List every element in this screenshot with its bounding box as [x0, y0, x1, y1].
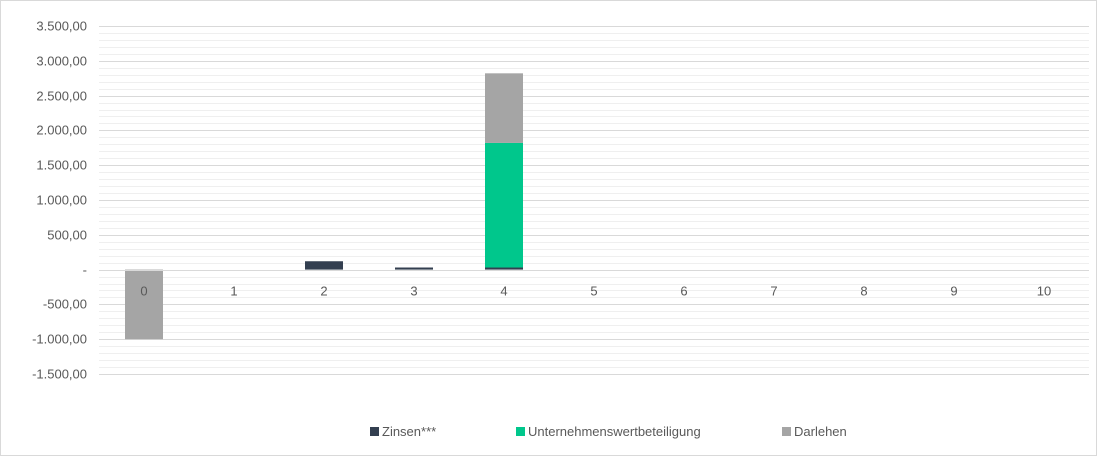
y-axis-ticks: 3.500,00 3.000,00 2.500,00 2.000,00 1.500,00…	[32, 19, 87, 382]
legend-item: Zinsen***	[370, 424, 436, 439]
legend-swatch	[370, 427, 379, 436]
x-category-label: 0	[140, 284, 147, 299]
x-category-label: 6	[680, 284, 687, 299]
bar-zinsen-4	[485, 267, 523, 270]
legend: Zinsen*** Unternehmenswertbeteiligung Darl…	[370, 424, 847, 439]
bars	[125, 73, 523, 340]
x-category-label: 3	[410, 284, 417, 299]
x-category-label: 2	[320, 284, 327, 299]
grid-lines	[99, 26, 1089, 375]
y-tick-label: 3.500,00	[36, 19, 87, 34]
legend-label: Zinsen***	[382, 424, 436, 439]
x-category-label: 9	[950, 284, 957, 299]
bar-zinsen-3	[395, 267, 433, 270]
y-tick-label: -1.000,00	[32, 332, 87, 347]
x-category-label: 8	[860, 284, 867, 299]
bar-darlehen-4	[485, 73, 523, 143]
x-category-label: 4	[500, 284, 507, 299]
legend-label: Darlehen	[794, 424, 847, 439]
legend-item: Unternehmenswertbeteiligung	[516, 424, 701, 439]
legend-label: Unternehmenswertbeteiligung	[528, 424, 701, 439]
y-tick-label: -	[83, 263, 87, 278]
bar-darlehen-0	[125, 269, 163, 340]
bar-zinsen-2	[305, 261, 343, 270]
y-tick-label: 500,00	[47, 228, 87, 243]
x-category-label: 1	[230, 284, 237, 299]
y-tick-label: 1.500,00	[36, 158, 87, 173]
legend-item: Darlehen	[782, 424, 847, 439]
x-axis-categories: 0 1 2 3 4 5 6 7 8 9 10	[140, 284, 1051, 299]
x-category-label: 7	[770, 284, 777, 299]
y-tick-label: 2.000,00	[36, 123, 87, 138]
legend-swatch	[782, 427, 791, 436]
bar-unternehmenswertbeteiligung-4	[485, 142, 523, 268]
x-category-label: 10	[1037, 284, 1051, 299]
x-category-label: 5	[590, 284, 597, 299]
y-tick-label: 1.000,00	[36, 193, 87, 208]
y-tick-label: -500,00	[43, 297, 87, 312]
y-tick-label: -1.500,00	[32, 367, 87, 382]
legend-swatch	[516, 427, 525, 436]
y-tick-label: 2.500,00	[36, 89, 87, 104]
y-tick-label: 3.000,00	[36, 54, 87, 69]
